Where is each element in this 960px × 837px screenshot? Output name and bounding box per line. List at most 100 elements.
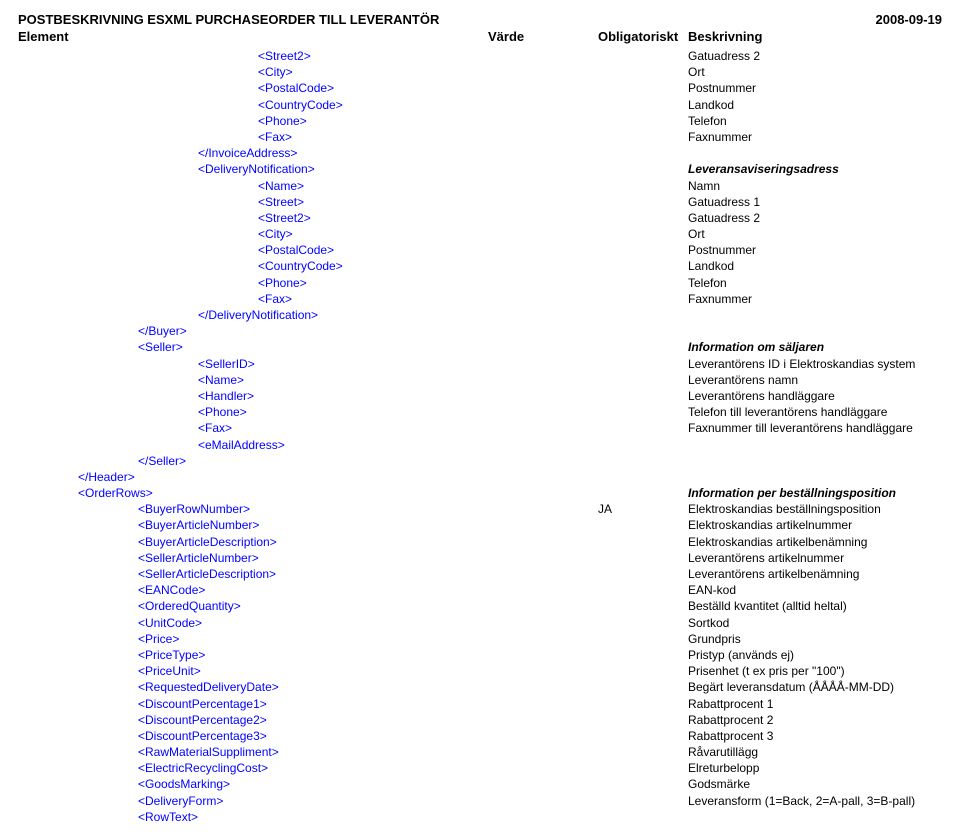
cell-value <box>488 97 598 113</box>
cell-oblig <box>598 744 688 760</box>
cell-oblig <box>598 258 688 274</box>
cell-desc: Elreturbelopp <box>688 760 942 776</box>
xml-element-tag: <EANCode> <box>18 583 205 597</box>
cell-element: <PriceType> <box>18 647 488 663</box>
cell-element: <RawMaterialSuppliment> <box>18 744 488 760</box>
cell-oblig <box>598 679 688 695</box>
cell-oblig <box>598 437 688 453</box>
xml-element-tag: <City> <box>18 65 293 79</box>
xml-element-tag: <Fax> <box>18 130 292 144</box>
cell-desc: Godsmärke <box>688 776 942 792</box>
cell-desc: Leveransform (1=Back, 2=A-pall, 3=B-pall… <box>688 793 942 809</box>
xml-element-tag: <SellerID> <box>18 357 255 371</box>
column-headers: Element Värde Obligatoriskt Beskrivning <box>18 29 942 44</box>
cell-desc: Faxnummer till leverantörens handläggare <box>688 420 942 436</box>
cell-oblig <box>598 388 688 404</box>
header-oblig: Obligatoriskt <box>598 29 688 44</box>
cell-desc: Gatuadress 1 <box>688 194 942 210</box>
cell-value <box>488 323 598 339</box>
cell-value <box>488 226 598 242</box>
xml-element-tag: <DiscountPercentage2> <box>18 713 267 727</box>
cell-element: </InvoiceAddress> <box>18 145 488 161</box>
cell-value <box>488 663 598 679</box>
table-row: <CountryCode>Landkod <box>18 97 942 113</box>
cell-oblig <box>598 517 688 533</box>
table-row: </Header> <box>18 469 942 485</box>
cell-desc: Information om säljaren <box>688 339 942 355</box>
xml-element-tag: <DeliveryNotification> <box>18 162 315 176</box>
cell-desc <box>688 809 942 825</box>
cell-element: <BuyerRowNumber> <box>18 501 488 517</box>
cell-element: <Name> <box>18 178 488 194</box>
cell-value <box>488 275 598 291</box>
cell-desc: EAN-kod <box>688 582 942 598</box>
cell-element: <GoodsMarking> <box>18 776 488 792</box>
xml-element-tag: <Phone> <box>18 276 307 290</box>
cell-desc: Ort <box>688 64 942 80</box>
cell-desc: Leverantörens namn <box>688 372 942 388</box>
cell-desc: Beställd kvantitet (alltid heltal) <box>688 598 942 614</box>
table-row: <DeliveryNotification>Leveransaviserings… <box>18 161 942 177</box>
cell-desc <box>688 323 942 339</box>
cell-element: <Fax> <box>18 129 488 145</box>
cell-desc <box>688 453 942 469</box>
cell-value <box>488 194 598 210</box>
cell-desc: Telefon till leverantörens handläggare <box>688 404 942 420</box>
cell-value <box>488 161 598 177</box>
cell-element: <DiscountPercentage3> <box>18 728 488 744</box>
xml-element-tag: <Seller> <box>18 340 183 354</box>
cell-desc: Rabattprocent 3 <box>688 728 942 744</box>
table-row: <GoodsMarking> Godsmärke <box>18 776 942 792</box>
cell-oblig <box>598 145 688 161</box>
cell-value <box>488 517 598 533</box>
cell-oblig <box>598 453 688 469</box>
cell-value <box>488 793 598 809</box>
xml-element-tag: <Street> <box>18 195 304 209</box>
table-row: </Seller> <box>18 453 942 469</box>
xml-element-tag: <PostalCode> <box>18 81 334 95</box>
table-row: <BuyerRowNumber>JAElektroskandias bestäl… <box>18 501 942 517</box>
cell-value <box>488 80 598 96</box>
cell-element: <SellerArticleDescription> <box>18 566 488 582</box>
doc-title: POSTBESKRIVNING ESXML PURCHASEORDER TILL… <box>18 12 439 27</box>
cell-value <box>488 776 598 792</box>
cell-oblig <box>598 809 688 825</box>
cell-element: <RequestedDeliveryDate> <box>18 679 488 695</box>
table-row: <RowText> <box>18 809 942 825</box>
cell-element: <Street2> <box>18 48 488 64</box>
cell-desc: Elektroskandias beställningsposition <box>688 501 942 517</box>
cell-value <box>488 485 598 501</box>
xml-element-tag: <UnitCode> <box>18 616 202 630</box>
table-row: <Name>Namn <box>18 178 942 194</box>
xml-element-tag: <OrderRows> <box>18 486 153 500</box>
cell-element: <City> <box>18 64 488 80</box>
cell-value <box>488 129 598 145</box>
cell-value <box>488 64 598 80</box>
cell-value <box>488 550 598 566</box>
xml-element-tag: <DiscountPercentage3> <box>18 729 267 743</box>
table-row: </DeliveryNotification> <box>18 307 942 323</box>
xml-element-tag: <Price> <box>18 632 179 646</box>
cell-element: </Header> <box>18 469 488 485</box>
table-row: <SellerArticleNumber>Leverantörens artik… <box>18 550 942 566</box>
cell-desc: Prisenhet (t ex pris per "100") <box>688 663 942 679</box>
xml-element-tag: <PostalCode> <box>18 243 334 257</box>
cell-desc: Begärt leveransdatum (ÅÅÅÅ-MM-DD) <box>688 679 942 695</box>
cell-desc: Postnummer <box>688 242 942 258</box>
cell-desc: Faxnummer <box>688 291 942 307</box>
cell-value <box>488 712 598 728</box>
xml-element-tag: <Street2> <box>18 49 311 63</box>
cell-oblig <box>598 64 688 80</box>
cell-element: <Price> <box>18 631 488 647</box>
cell-value <box>488 744 598 760</box>
cell-element: <Street2> <box>18 210 488 226</box>
cell-value <box>488 307 598 323</box>
xml-element-tag: <PriceType> <box>18 648 205 662</box>
cell-element: <Phone> <box>18 113 488 129</box>
cell-oblig <box>598 420 688 436</box>
table-row: <EANCode> EAN-kod <box>18 582 942 598</box>
table-row: <PostalCode> Postnummer <box>18 242 942 258</box>
table-row: <OrderRows>Information per beställningsp… <box>18 485 942 501</box>
cell-value <box>488 339 598 355</box>
cell-oblig <box>598 582 688 598</box>
